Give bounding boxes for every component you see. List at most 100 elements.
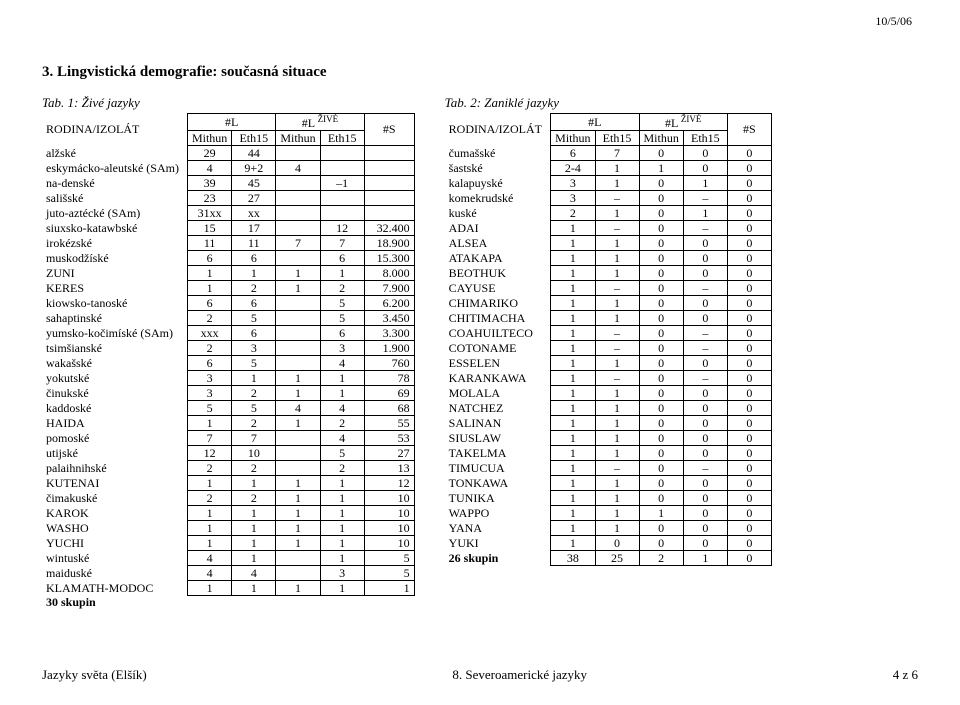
cell: 69	[364, 386, 414, 401]
row-name: KUTENAI	[42, 476, 187, 491]
cell: 0	[639, 491, 683, 506]
cell	[276, 566, 320, 581]
table-row: komekrudské3–0–0	[445, 191, 772, 206]
cell: 1	[551, 266, 595, 281]
row-name: MOLALA	[445, 386, 551, 401]
cell: 5	[320, 296, 364, 311]
cell: 1	[595, 416, 639, 431]
table-row: sališské2327	[42, 191, 414, 206]
t2-h-S: #S	[727, 114, 771, 146]
cell: 1	[595, 266, 639, 281]
cell: 0	[639, 146, 683, 161]
cell: 11	[232, 236, 276, 251]
cell: 45	[232, 176, 276, 191]
cell: 1	[320, 371, 364, 386]
tables-row: Tab. 1: Živé jazyky RODINA/IZOLÁT #L #L …	[42, 95, 918, 610]
cell: 0	[727, 326, 771, 341]
cell: –1	[320, 176, 364, 191]
cell: 1	[551, 236, 595, 251]
cell: 3	[187, 386, 231, 401]
cell: 1	[187, 536, 231, 551]
cell: 2	[232, 281, 276, 296]
cell: 0	[639, 191, 683, 206]
row-name: yumsko-kočimíské (SAm)	[42, 326, 187, 341]
cell: 32.400	[364, 221, 414, 236]
row-name: sališské	[42, 191, 187, 206]
cell: 0	[595, 536, 639, 551]
cell: 0	[639, 521, 683, 536]
table1-head: RODINA/IZOLÁT #L #L ŽIVÉ #S Mithun Eth15…	[42, 114, 414, 146]
footer-center: 8. Severoamerické jazyky	[452, 667, 587, 683]
cell: 2	[639, 551, 683, 566]
cell	[276, 176, 320, 191]
row-name: KLAMATH-MODOC	[42, 581, 187, 596]
table1: RODINA/IZOLÁT #L #L ŽIVÉ #S Mithun Eth15…	[42, 113, 415, 610]
cell: 1	[595, 311, 639, 326]
cell: 38	[551, 551, 595, 566]
cell: 2	[187, 461, 231, 476]
table-row: pomoské77453	[42, 431, 414, 446]
cell: 4	[187, 566, 231, 581]
cell: –	[683, 326, 727, 341]
cell: 9+2	[232, 161, 276, 176]
cell: 17	[232, 221, 276, 236]
t1-h-mithun1: Mithun	[187, 131, 231, 146]
row-name: sahaptinské	[42, 311, 187, 326]
row-name: COTONAME	[445, 341, 551, 356]
table-row: CHIMARIKO11000	[445, 296, 772, 311]
cell: 1	[595, 296, 639, 311]
cell	[276, 251, 320, 266]
cell: 1	[276, 281, 320, 296]
cell	[276, 446, 320, 461]
t1-h-eth1: Eth15	[232, 131, 276, 146]
table-row: irokézské11117718.900	[42, 236, 414, 251]
table-row: kiowsko-tanoské6656.200	[42, 296, 414, 311]
cell: 4	[320, 356, 364, 371]
cell	[276, 311, 320, 326]
cell: 2	[320, 281, 364, 296]
table-row: HAIDA121255	[42, 416, 414, 431]
cell: 10	[364, 491, 414, 506]
cell: 0	[727, 266, 771, 281]
cell: 29	[187, 146, 231, 161]
cell: 1	[320, 581, 364, 596]
table-row: KARANKAWA1–0–0	[445, 371, 772, 386]
cell: 1	[232, 266, 276, 281]
table2-body: čumašské67000šastské2-41100kalapuyské310…	[445, 146, 772, 566]
cell: 0	[683, 536, 727, 551]
cell: 4	[187, 161, 231, 176]
cell: 3	[320, 566, 364, 581]
cell: 4	[276, 401, 320, 416]
row-name: ZUNI	[42, 266, 187, 281]
cell: 1	[595, 251, 639, 266]
row-name: TUNIKA	[445, 491, 551, 506]
table-row: TONKAWA11000	[445, 476, 772, 491]
cell: 0	[683, 506, 727, 521]
row-name: TIMUCUA	[445, 461, 551, 476]
cell: 5	[232, 401, 276, 416]
cell: 1	[187, 416, 231, 431]
cell: 0	[639, 446, 683, 461]
row-name: NATCHEZ	[445, 401, 551, 416]
cell: 4	[232, 566, 276, 581]
cell: 23	[187, 191, 231, 206]
cell: 27	[364, 446, 414, 461]
cell: 0	[639, 281, 683, 296]
cell: 2	[232, 416, 276, 431]
cell: 0	[683, 386, 727, 401]
cell: 5	[232, 356, 276, 371]
cell: 1	[595, 446, 639, 461]
cell: –	[595, 461, 639, 476]
cell: 1	[639, 161, 683, 176]
cell: 1	[639, 506, 683, 521]
table-row: ESSELEN11000	[445, 356, 772, 371]
row-name: HAIDA	[42, 416, 187, 431]
cell: 1	[187, 266, 231, 281]
row-name: muskodžíské	[42, 251, 187, 266]
row-name: utijské	[42, 446, 187, 461]
cell: –	[683, 461, 727, 476]
cell: –	[595, 221, 639, 236]
table-row: TAKELMA11000	[445, 446, 772, 461]
row-name: šastské	[445, 161, 551, 176]
cell: 1	[187, 506, 231, 521]
